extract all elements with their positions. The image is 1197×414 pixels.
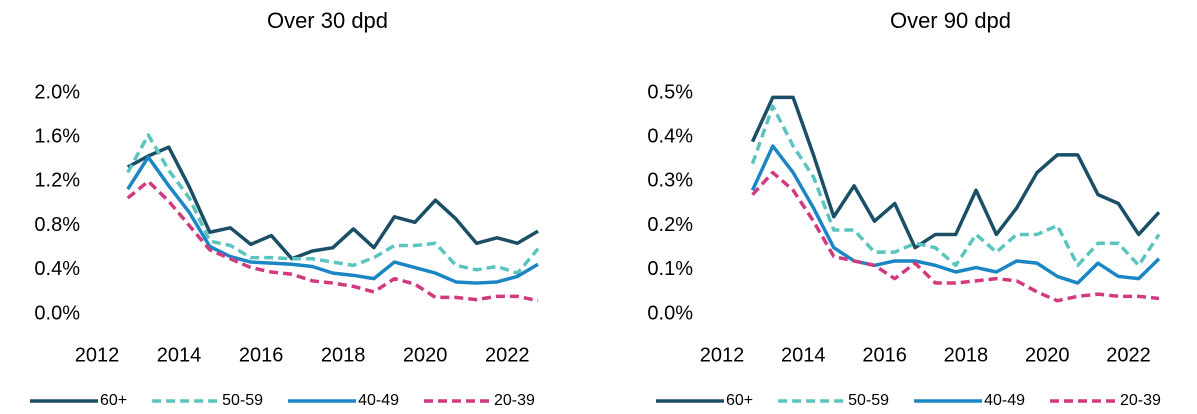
y-tick-label: 0.0% — [647, 302, 693, 324]
y-tick-label: 0.5% — [647, 81, 693, 103]
series-line — [126, 133, 540, 275]
series-line — [750, 144, 1161, 285]
series-line — [126, 179, 539, 303]
y-tick-label: 0.4% — [647, 125, 693, 147]
chart: Over 90 dpd 0.0% 0.1% 0.2% 0.3% 0.4% 0.5% 2012 2… — [647, 8, 1161, 409]
legend-label: 20-39 — [1120, 392, 1161, 409]
x-tick-label: 2020 — [1025, 344, 1070, 366]
x-tick-label: 2020 — [403, 344, 448, 366]
series-line — [750, 95, 1161, 250]
series-line — [126, 155, 539, 285]
y-tick-label: 1.2% — [34, 170, 80, 192]
y-tick-label: 2.0% — [34, 81, 80, 103]
legend-label: 60+ — [100, 392, 127, 409]
series-line — [750, 104, 1161, 268]
chart-title: Over 30 dpd — [267, 8, 388, 33]
y-tick-label: 0.3% — [647, 170, 693, 192]
x-tick-label: 2018 — [944, 344, 989, 366]
x-tick-label: 2012 — [700, 344, 745, 366]
legend-label: 40-49 — [358, 392, 399, 409]
chart: Over 30 dpd 0.0% 0.4% 0.8% 1.2% 1.6% 2.0% 2012 2… — [30, 8, 540, 409]
chart-title: Over 90 dpd — [890, 8, 1011, 33]
y-tick-label: 0.0% — [34, 302, 80, 324]
series-line — [126, 145, 539, 261]
x-tick-label: 2016 — [239, 344, 284, 366]
y-tick-label: 0.1% — [647, 258, 693, 280]
y-tick-label: 0.4% — [34, 258, 80, 280]
legend-label: 50-59 — [222, 392, 263, 409]
x-tick-label: 2012 — [75, 344, 120, 366]
legend-label: 20-39 — [494, 392, 535, 409]
legend-label: 60+ — [726, 392, 753, 409]
x-tick-label: 2018 — [321, 344, 366, 366]
x-tick-label: 2014 — [157, 344, 202, 366]
x-tick-label: 2014 — [781, 344, 826, 366]
y-tick-label: 0.2% — [647, 214, 693, 236]
x-tick-label: 2022 — [1106, 344, 1151, 366]
legend-label: 40-49 — [984, 392, 1025, 409]
series-line — [751, 170, 1160, 303]
y-tick-label: 0.8% — [34, 214, 80, 236]
x-tick-label: 2022 — [485, 344, 530, 366]
y-tick-label: 1.6% — [34, 125, 80, 147]
legend-label: 50-59 — [848, 392, 889, 409]
x-tick-label: 2016 — [862, 344, 907, 366]
